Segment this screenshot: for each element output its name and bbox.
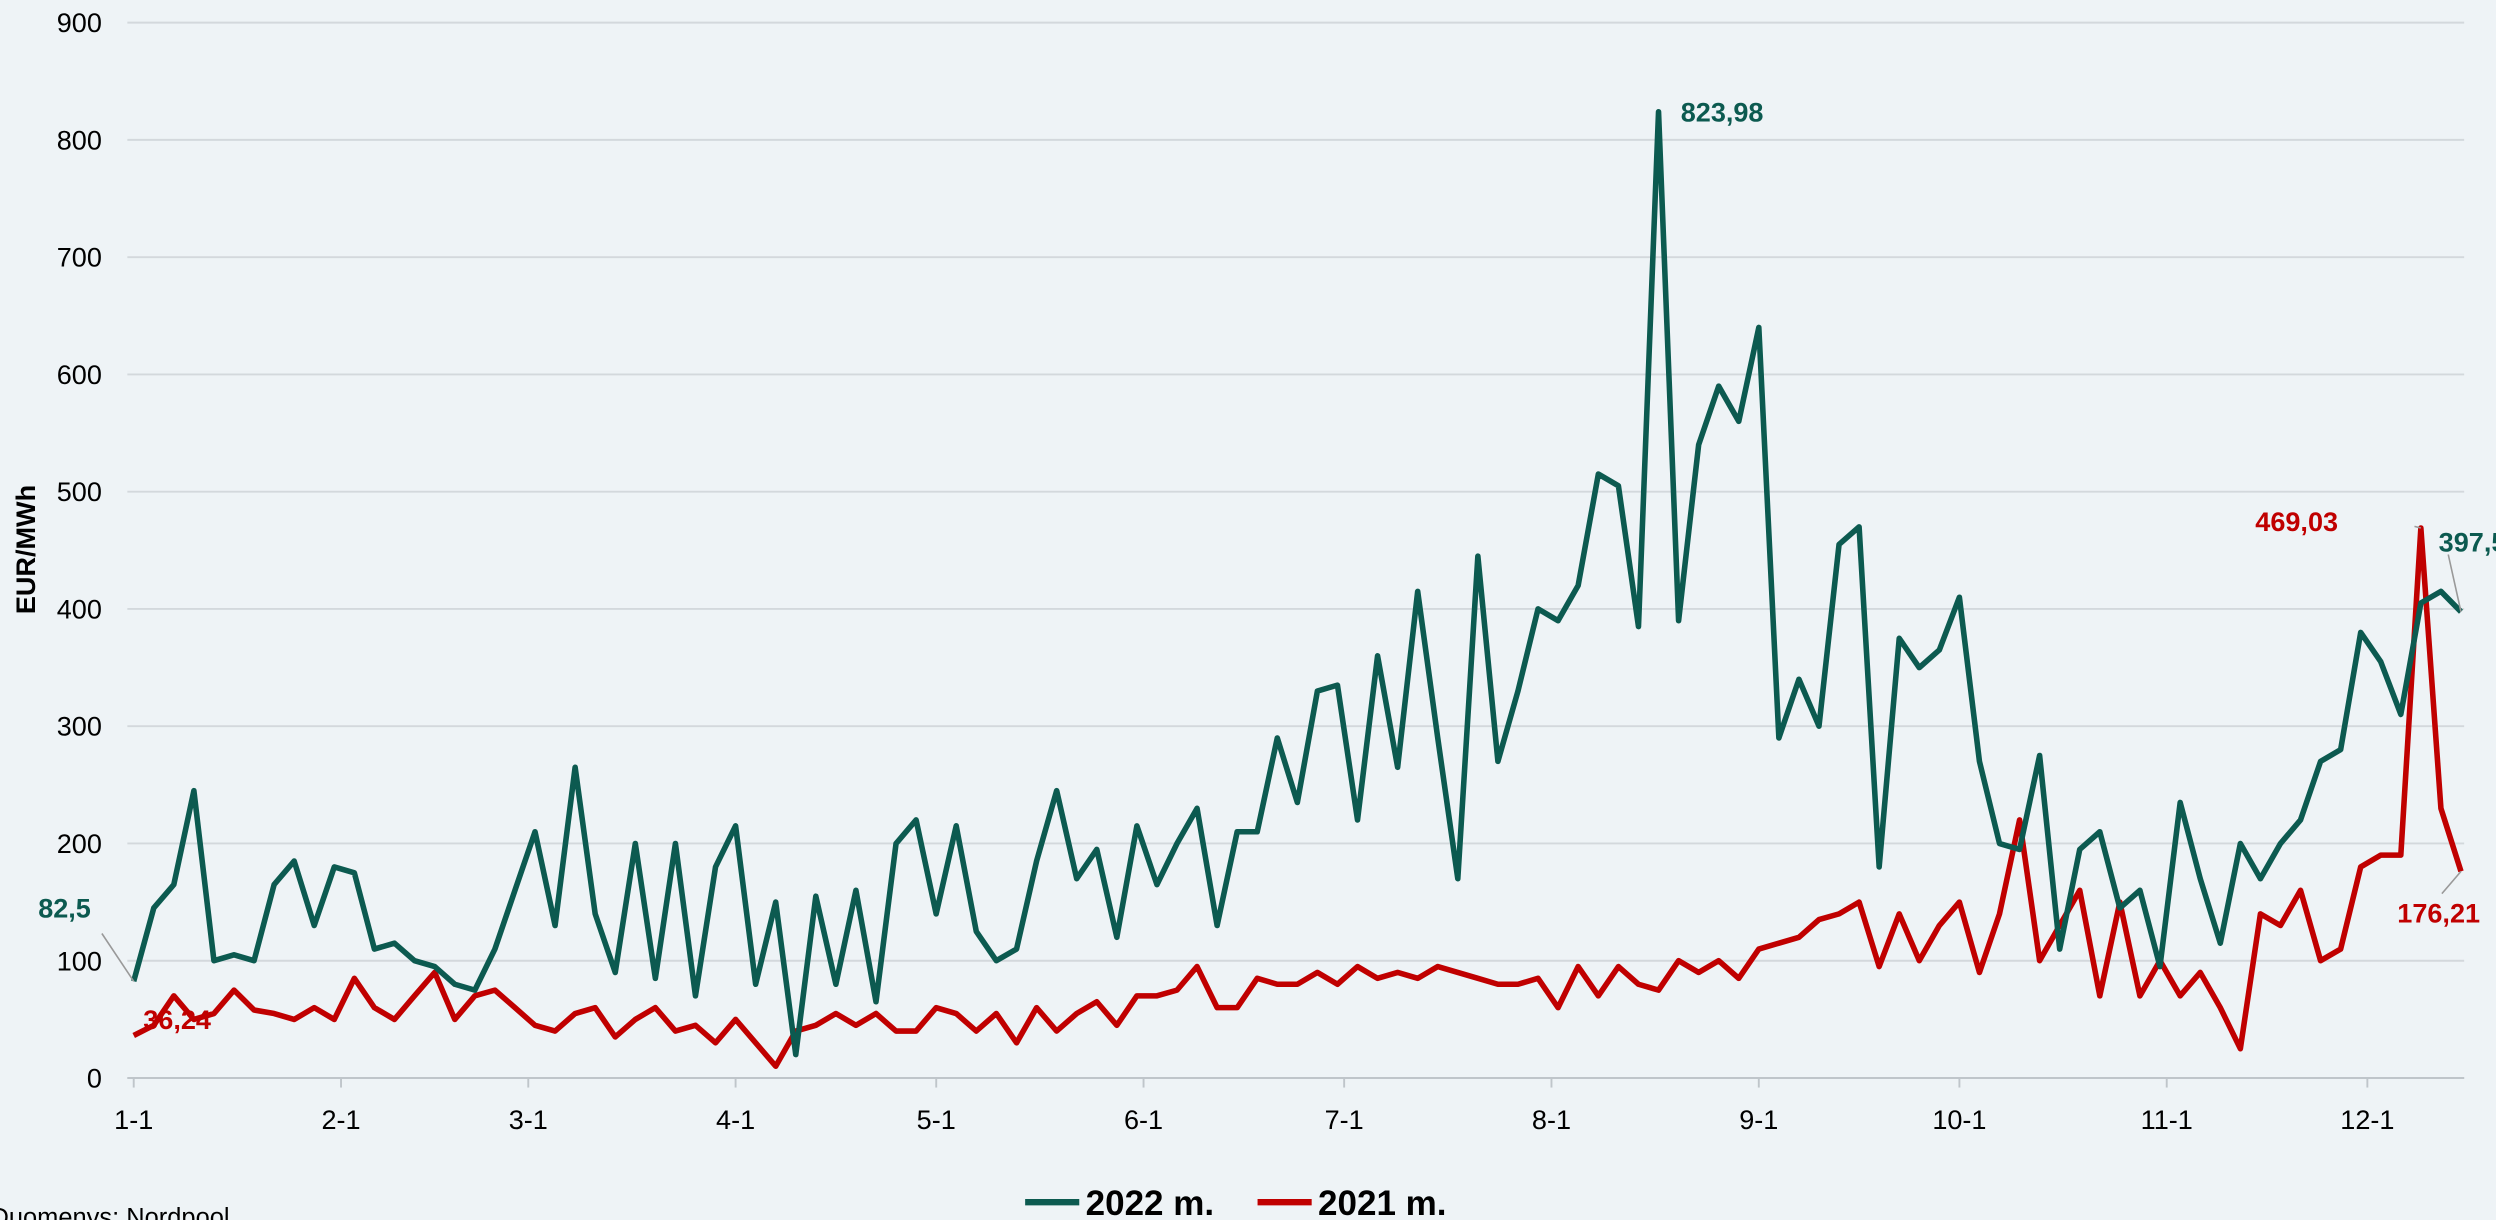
line-series [131, 108, 2463, 1058]
annotation-leader [101, 933, 135, 982]
line-series [132, 525, 2464, 1070]
y-tick-label: 0 [87, 1064, 102, 1094]
y-tick-label: 500 [57, 477, 102, 507]
y-tick-label: 200 [57, 829, 102, 859]
x-tick-label: 11-1 [2141, 1105, 2193, 1135]
y-tick-label: 700 [57, 243, 102, 273]
x-tick-label: 1-1 [114, 1105, 153, 1135]
annotation-leader [2447, 554, 2462, 612]
x-tick-label: 9-1 [1739, 1105, 1778, 1135]
y-tick-label: 900 [57, 8, 102, 38]
annotation: 823,98 [1681, 97, 1764, 127]
y-tick-label: 100 [57, 946, 102, 976]
x-tick-label: 5-1 [917, 1105, 956, 1135]
legend-label: 2021 m. [1318, 1184, 1447, 1220]
y-tick-label: 400 [57, 594, 102, 624]
y-tick-label: 800 [57, 125, 102, 155]
annotation: 82,5 [38, 894, 91, 924]
annotation: 397,55 [2439, 527, 2496, 557]
x-tick-label: 8-1 [1532, 1105, 1571, 1135]
x-tick-label: 4-1 [716, 1105, 755, 1135]
x-tick-label: 3-1 [509, 1105, 548, 1135]
x-tick-label: 10-1 [1932, 1105, 1986, 1135]
y-tick-label: 600 [57, 360, 102, 390]
y-tick-label: 300 [57, 712, 102, 742]
annotation: 176,21 [2397, 898, 2480, 928]
annotation-leader [2441, 870, 2462, 895]
x-tick-label: 6-1 [1124, 1105, 1163, 1135]
annotation: 36,24 [143, 1005, 211, 1035]
x-tick-label: 2-1 [321, 1105, 360, 1135]
x-tick-label: 12-1 [2340, 1105, 2394, 1135]
legend-label: 2022 m. [1086, 1184, 1215, 1220]
annotation-leader [2414, 525, 2422, 529]
x-tick-label: 7-1 [1325, 1105, 1364, 1135]
annotation: 469,03 [2255, 507, 2338, 537]
y-axis-title: EUR/MWh [11, 485, 41, 614]
source-note: Duomenys: Nordpool [0, 1204, 230, 1220]
